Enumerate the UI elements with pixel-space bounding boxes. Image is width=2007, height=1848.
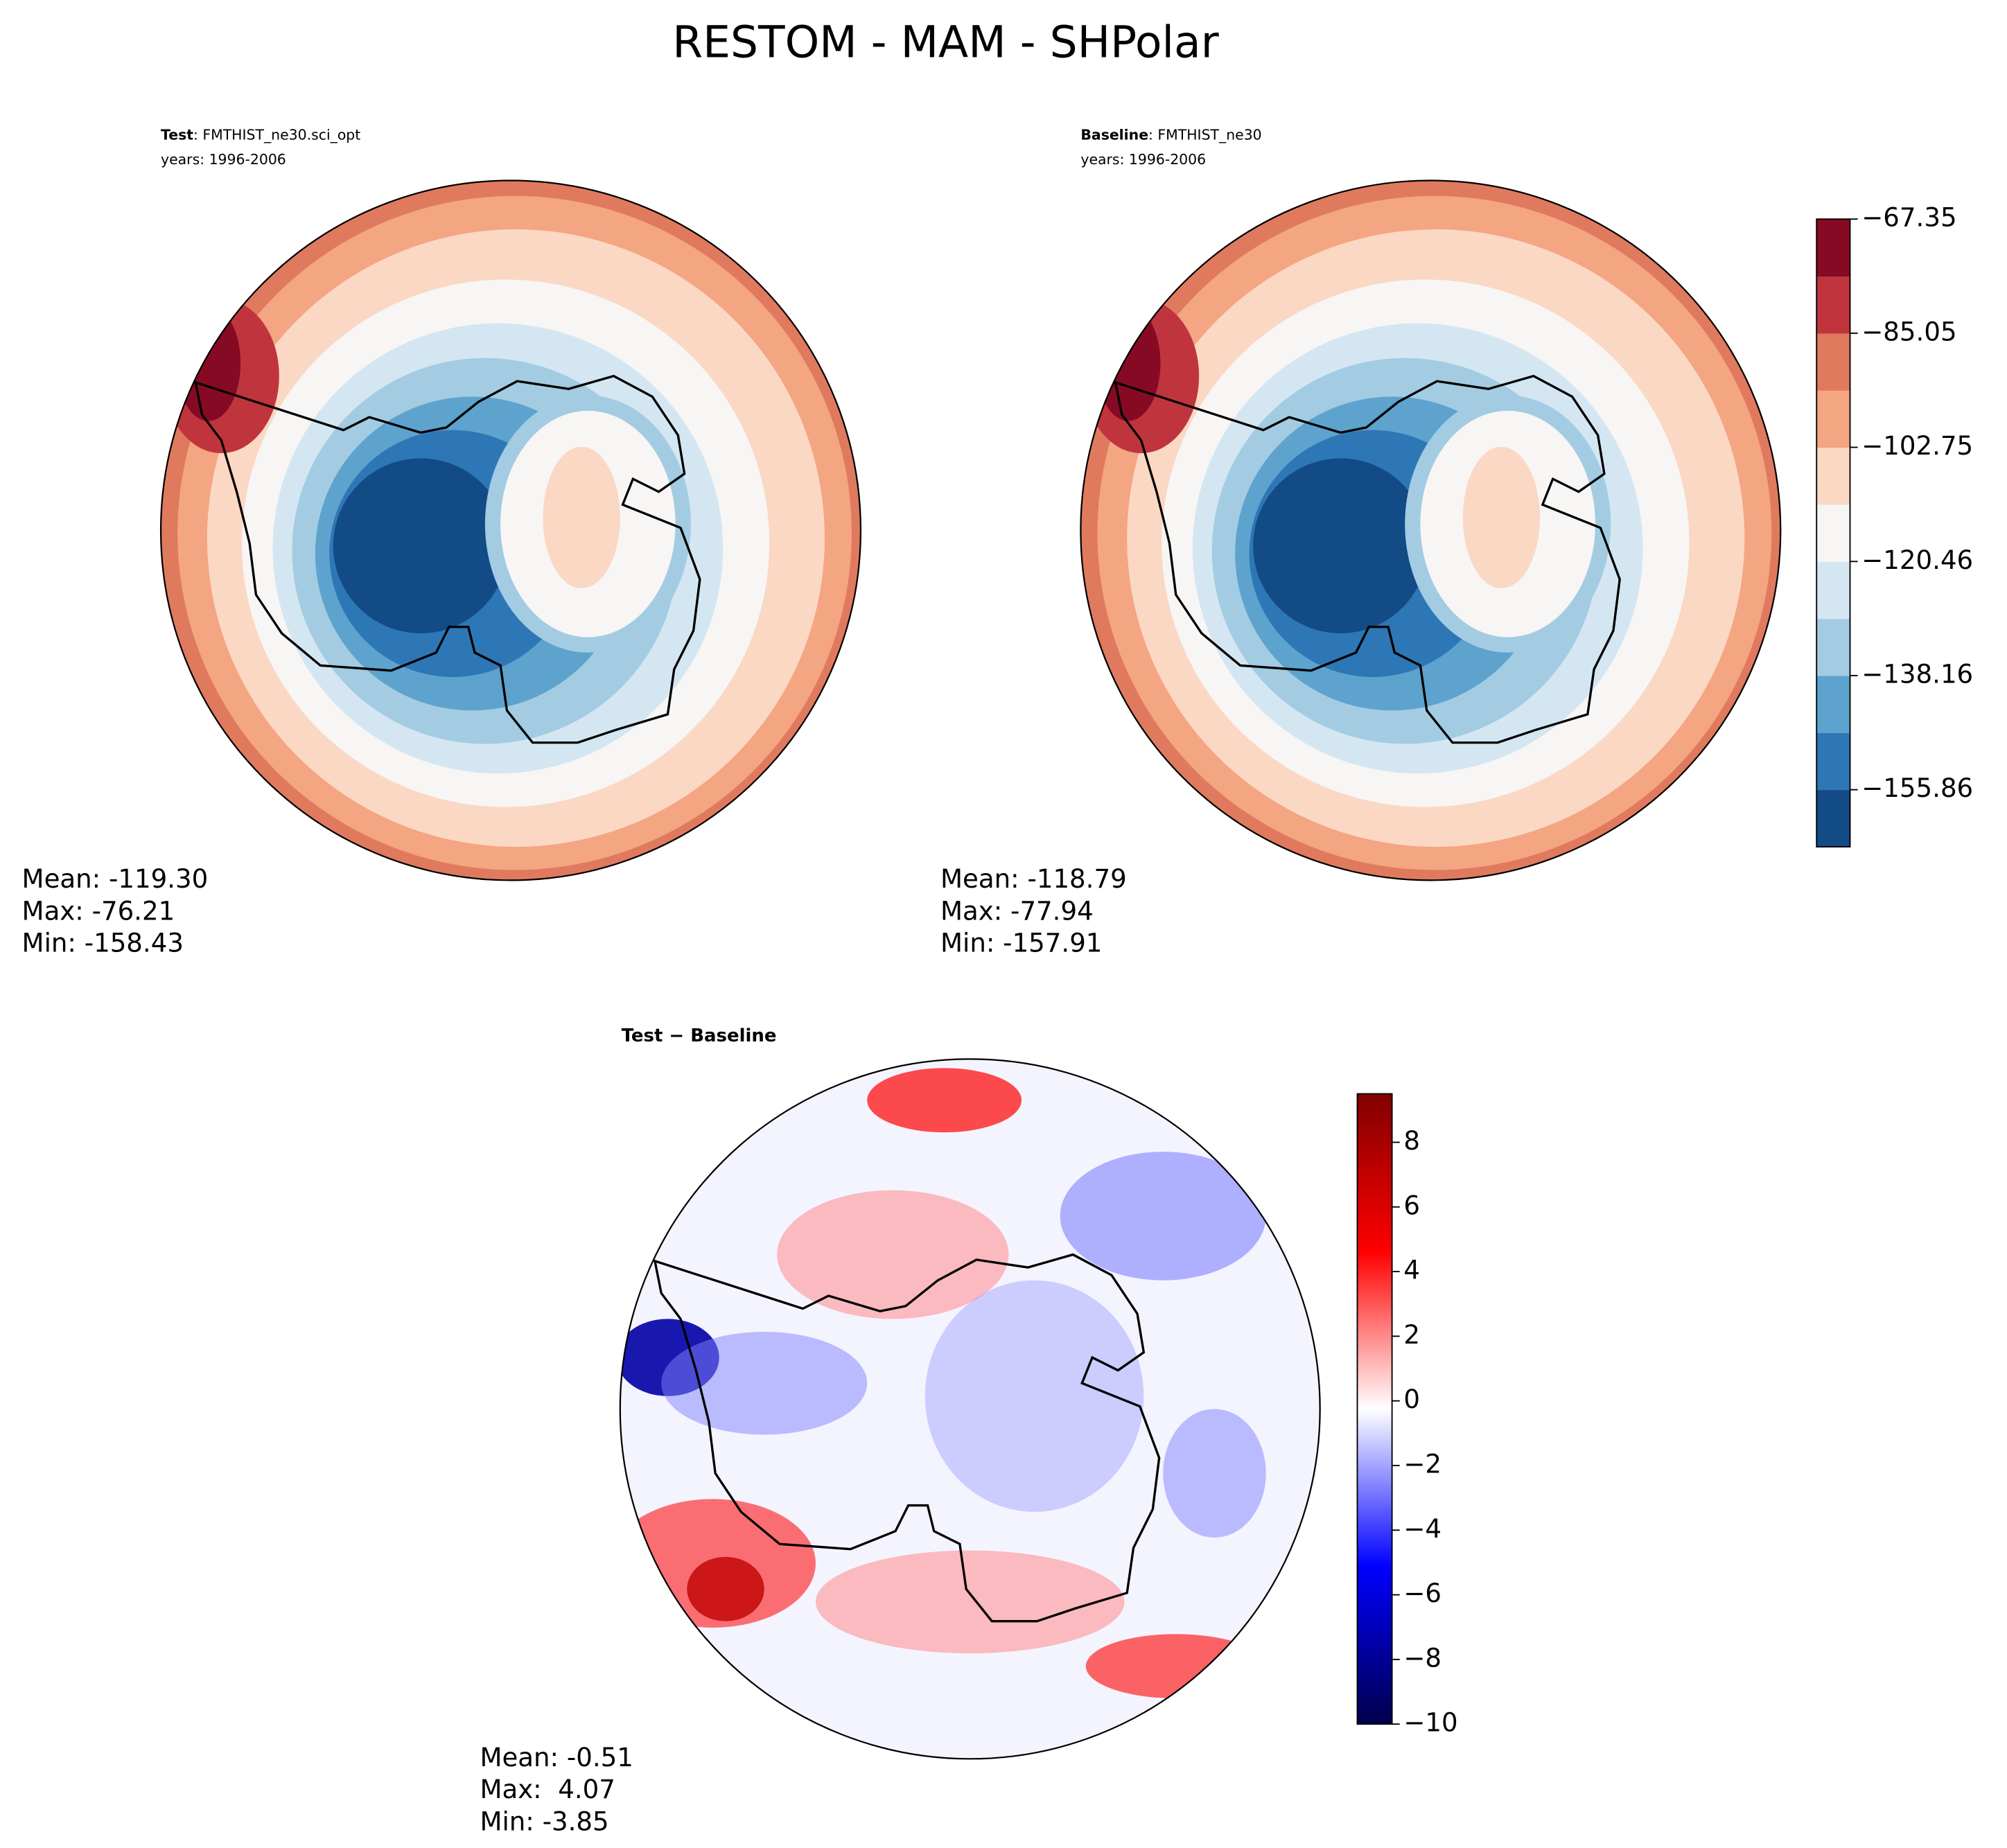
map-boundary xyxy=(619,1058,1321,1760)
contour-blob xyxy=(777,1190,1009,1319)
contour-blob xyxy=(687,1556,764,1621)
contour-blob xyxy=(1163,1409,1266,1538)
colorbar-gradient xyxy=(1357,1093,1392,1725)
panel-stat: Mean: -0.51 xyxy=(480,1743,633,1772)
colorbar-tick-label: −138.16 xyxy=(1861,660,1973,689)
contour-band xyxy=(176,305,241,421)
colorbar-tick-label: −8 xyxy=(1403,1643,1441,1673)
contour-band xyxy=(543,446,620,588)
panel-label-bold: Test xyxy=(161,127,193,143)
contour-band xyxy=(333,458,509,633)
colorbar-tick-label: −67.35 xyxy=(1861,203,1956,233)
contour-blob xyxy=(1085,1634,1266,1699)
contour-band xyxy=(1253,458,1428,633)
contour-blob xyxy=(924,1280,1144,1512)
contour-band xyxy=(1462,446,1541,588)
contour-blob xyxy=(867,1068,1022,1133)
panel-stat: Mean: -118.79 xyxy=(940,864,1127,894)
panel-years: years: 1996-2006 xyxy=(161,151,286,168)
colorbar-tick-label: 8 xyxy=(1403,1126,1420,1156)
panel-stat: Min: -3.85 xyxy=(480,1807,608,1837)
panel-stat: Max: -76.21 xyxy=(22,896,175,926)
panel-label: Test − Baseline xyxy=(622,1026,777,1046)
colorbar-tick-label: 0 xyxy=(1403,1384,1420,1414)
contour-blob xyxy=(815,1550,1125,1654)
map xyxy=(1080,180,1781,881)
colorbar-frame xyxy=(1816,218,1851,848)
colorbar-band xyxy=(1816,618,1850,676)
colorbar-band xyxy=(1816,732,1850,791)
colorbar-band xyxy=(1816,561,1850,619)
panel-stat: Min: -157.91 xyxy=(940,929,1102,958)
colorbar-tick-label: −6 xyxy=(1403,1578,1441,1608)
colorbar-band xyxy=(1816,276,1850,334)
panel-label: Test: FMTHIST_ne30.sci_opt xyxy=(161,127,360,143)
panel-stat: Min: -158.43 xyxy=(22,929,184,958)
contour-blob xyxy=(661,1331,868,1435)
panel-label-bold: Baseline xyxy=(1080,127,1148,143)
colorbar-frame xyxy=(1356,1093,1393,1725)
coastline xyxy=(193,374,701,744)
colorbar-tick-label: −85.05 xyxy=(1861,317,1956,346)
map-boundary xyxy=(1080,179,1782,881)
colorbar-tick-label: 6 xyxy=(1403,1190,1420,1220)
panel-stat: Max: 4.07 xyxy=(480,1775,615,1804)
colorbar-tick-label: 2 xyxy=(1403,1320,1420,1350)
colorbar-band xyxy=(1816,390,1850,448)
colorbar-band xyxy=(1816,676,1850,733)
panel-label-rest: : FMTHIST_ne30 xyxy=(1148,127,1262,143)
panel-label-rest: : FMTHIST_ne30.sci_opt xyxy=(193,127,360,143)
map-boundary xyxy=(159,179,862,881)
colorbar-band xyxy=(1816,333,1850,391)
colorbar-tick-label: −102.75 xyxy=(1861,431,1973,461)
contour-band xyxy=(1096,305,1161,421)
coastline xyxy=(653,1253,1161,1623)
colorbar-band xyxy=(1816,789,1850,847)
figure-title: RESTOM - MAM - SHPolar xyxy=(672,17,1218,68)
colorbar-band xyxy=(1816,504,1850,562)
panel-years: years: 1996-2006 xyxy=(1080,151,1206,168)
colorbar-tick-label: 4 xyxy=(1403,1256,1420,1285)
panel-stat: Max: -77.94 xyxy=(940,896,1094,926)
panel-label-bold: Test − Baseline xyxy=(622,1026,777,1046)
colorbar-tick-label: −4 xyxy=(1403,1514,1441,1544)
colorbar-band xyxy=(1816,219,1850,277)
coastline xyxy=(1114,374,1621,744)
colorbar-tick-label: −155.86 xyxy=(1861,773,1973,803)
map xyxy=(620,1059,1320,1759)
colorbar-tick-label: −10 xyxy=(1403,1708,1457,1738)
map xyxy=(161,180,861,881)
panel-label: Baseline: FMTHIST_ne30 xyxy=(1080,127,1261,143)
colorbar-tick-label: −120.46 xyxy=(1861,545,1973,575)
colorbar-tick-label: −2 xyxy=(1403,1450,1441,1479)
contour-blob xyxy=(1060,1152,1266,1281)
panel-stat: Mean: -119.30 xyxy=(22,864,209,894)
colorbar-band xyxy=(1816,447,1850,505)
